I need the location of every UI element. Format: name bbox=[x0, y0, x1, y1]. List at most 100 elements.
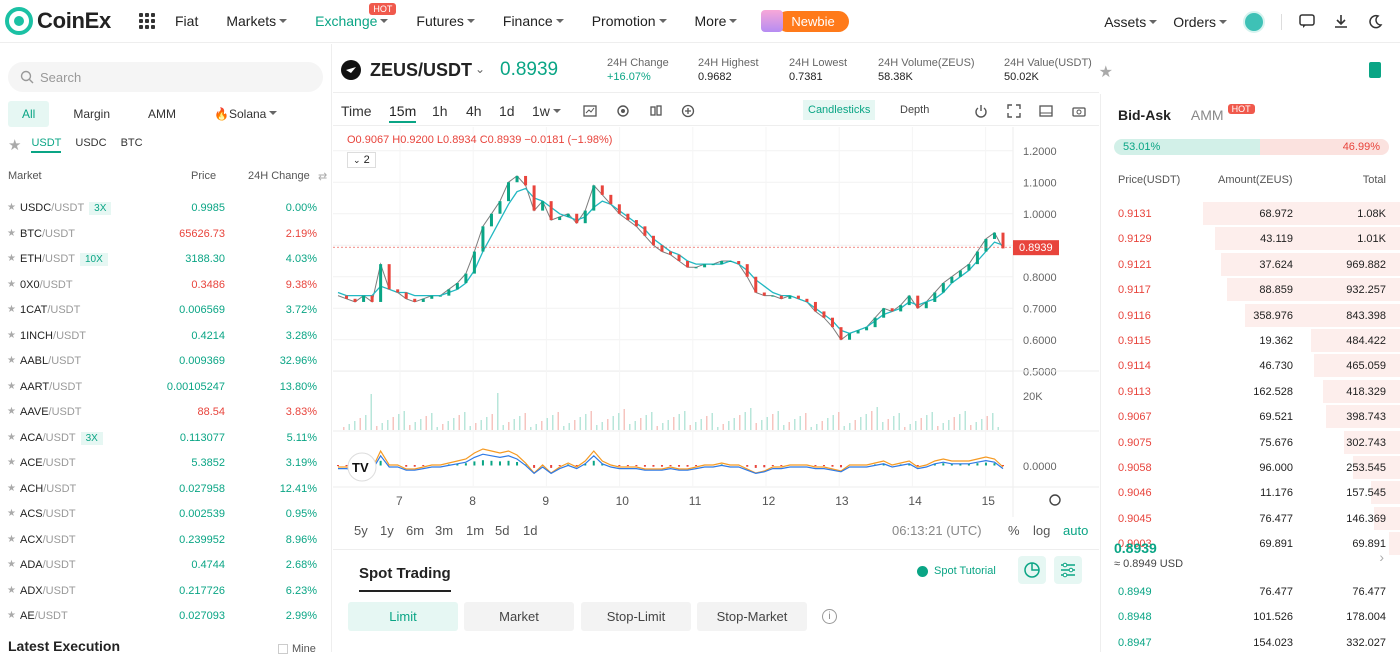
pair-dropdown-icon[interactable]: ⌄ bbox=[475, 62, 486, 76]
order-type-tab[interactable]: Limit bbox=[348, 602, 458, 631]
market-row[interactable]: ★ AABL/USDT 0.009369 32.96% bbox=[0, 348, 331, 374]
search-input[interactable]: Search bbox=[8, 62, 323, 92]
quote-tab[interactable]: USDT bbox=[31, 137, 62, 153]
timeframe-1h[interactable]: 1h bbox=[432, 103, 448, 119]
ask-row[interactable]: 0.9114 46.730 465.059 bbox=[1101, 353, 1400, 378]
chevron-right-icon[interactable]: › bbox=[1379, 549, 1384, 565]
star-icon[interactable]: ★ bbox=[7, 482, 16, 494]
ask-row[interactable]: 0.9129 43.119 1.01K bbox=[1101, 226, 1400, 251]
star-icon[interactable]: ★ bbox=[7, 355, 16, 366]
market-row[interactable]: ★ ETH/USDT 10X 3188.30 4.03% bbox=[0, 246, 331, 272]
ask-row[interactable]: 0.9131 68.972 1.08K bbox=[1101, 201, 1400, 226]
change-column-header[interactable]: 24H Change bbox=[248, 170, 310, 182]
depth-tab[interactable]: Depth bbox=[900, 104, 930, 116]
star-icon[interactable]: ★ bbox=[7, 457, 16, 468]
pair-symbol[interactable]: ZEUS/USDT bbox=[370, 60, 473, 80]
download-icon[interactable] bbox=[1332, 13, 1350, 31]
mine-checkbox[interactable]: Mine bbox=[278, 643, 316, 655]
order-type-tab[interactable]: Market bbox=[464, 602, 574, 631]
star-icon[interactable]: ★ bbox=[7, 431, 16, 443]
scale-option-%[interactable]: % bbox=[1008, 523, 1020, 538]
market-row[interactable]: ★ ACE/USDT 5.3852 3.19% bbox=[0, 450, 331, 476]
timeframe-1d[interactable]: 1d bbox=[499, 103, 515, 119]
market-row[interactable]: ★ ACA/USDT 3X 0.113077 5.11% bbox=[0, 425, 331, 451]
range-1y[interactable]: 1y bbox=[380, 523, 394, 538]
nav-item-more[interactable]: More bbox=[695, 13, 738, 29]
category-tab[interactable]: Margin bbox=[73, 107, 111, 121]
range-5y[interactable]: 5y bbox=[354, 523, 368, 538]
range-1d[interactable]: 1d bbox=[523, 523, 538, 538]
market-row[interactable]: ★ ACX/USDT 0.239952 8.96% bbox=[0, 527, 331, 553]
amm-tab[interactable]: AMM bbox=[1190, 107, 1224, 123]
ask-row[interactable]: 0.9058 96.000 253.545 bbox=[1101, 455, 1400, 480]
star-icon[interactable]: ★ bbox=[7, 584, 16, 596]
market-row[interactable]: ★ 1CAT/USDT 0.006569 3.72% bbox=[0, 297, 331, 323]
fullscreen-icon[interactable] bbox=[1007, 104, 1021, 118]
star-icon[interactable]: ★ bbox=[7, 329, 16, 341]
ask-row[interactable]: 0.9115 19.362 484.422 bbox=[1101, 328, 1400, 353]
market-column-header[interactable]: Market bbox=[8, 170, 42, 182]
timeframe-15m[interactable]: 15m bbox=[389, 103, 417, 123]
layout-icon[interactable] bbox=[1039, 104, 1053, 118]
preferences-icon[interactable] bbox=[1054, 556, 1082, 584]
timeframe-4h[interactable]: 4h bbox=[466, 103, 482, 119]
range-1m[interactable]: 1m bbox=[466, 523, 485, 538]
sort-toggle-icon[interactable]: ⇄ bbox=[318, 171, 328, 183]
apps-grid-icon[interactable] bbox=[139, 13, 155, 29]
star-icon[interactable]: ★ bbox=[7, 533, 16, 545]
bid-ask-tab[interactable]: Bid-Ask bbox=[1118, 107, 1171, 123]
bid-row[interactable]: 0.8949 76.477 76.477 bbox=[1101, 579, 1400, 604]
spot-tutorial-link[interactable]: Spot Tutorial bbox=[917, 565, 996, 577]
nav-item-exchange[interactable]: Exchange HOT bbox=[315, 3, 397, 29]
ask-row[interactable]: 0.9116 358.976 843.398 bbox=[1101, 303, 1400, 328]
ask-row[interactable]: 0.9045 76.477 146.369 bbox=[1101, 506, 1400, 531]
ask-row[interactable]: 0.9121 37.624 969.882 bbox=[1101, 252, 1400, 277]
market-row[interactable]: ★ ADX/USDT 0.217726 6.23% bbox=[0, 578, 331, 604]
nav-item-markets[interactable]: Markets bbox=[226, 13, 287, 29]
star-icon[interactable]: ★ bbox=[7, 406, 16, 417]
candle-type-icon[interactable] bbox=[649, 104, 663, 118]
moon-icon[interactable] bbox=[1366, 13, 1384, 31]
ask-row[interactable]: 0.9113 162.528 418.329 bbox=[1101, 379, 1400, 404]
favorites-star-icon[interactable]: ★ bbox=[8, 137, 22, 154]
ask-row[interactable]: 0.9075 75.676 302.743 bbox=[1101, 430, 1400, 455]
star-icon[interactable]: ★ bbox=[7, 380, 16, 392]
market-row[interactable]: ★ ACS/USDT 0.002539 0.95% bbox=[0, 501, 331, 527]
nav-item-finance[interactable]: Finance bbox=[503, 13, 564, 29]
newbie-button[interactable]: Newbie bbox=[777, 10, 849, 32]
settings-icon[interactable] bbox=[616, 104, 630, 118]
order-type-tab[interactable]: Stop-Market bbox=[697, 602, 807, 631]
star-icon[interactable]: ★ bbox=[7, 253, 16, 264]
pie-chart-icon[interactable] bbox=[1018, 556, 1046, 584]
category-tab[interactable]: 🔥Solana bbox=[200, 101, 291, 127]
star-icon[interactable]: ★ bbox=[7, 610, 16, 621]
quote-tab[interactable]: USDC bbox=[75, 137, 107, 149]
range-5d[interactable]: 5d bbox=[495, 523, 510, 538]
camera-icon[interactable] bbox=[1072, 104, 1086, 118]
star-icon[interactable]: ★ bbox=[7, 202, 16, 213]
nav-item-fiat[interactable]: Fiat bbox=[175, 13, 198, 29]
market-row[interactable]: ★ AAVE/USDT 88.54 3.83% bbox=[0, 399, 331, 425]
market-row[interactable]: ★ ADA/USDT 0.4744 2.68% bbox=[0, 552, 331, 578]
timeframe-time[interactable]: Time bbox=[341, 103, 372, 119]
range-3m[interactable]: 3m bbox=[435, 523, 454, 538]
drawing-icon[interactable] bbox=[583, 104, 597, 118]
ask-row[interactable]: 0.9067 69.521 398.743 bbox=[1101, 404, 1400, 429]
market-row[interactable]: ★ 1INCH/USDT 0.4214 3.28% bbox=[0, 323, 331, 349]
market-row[interactable]: ★ AART/USDT 0.00105247 13.80% bbox=[0, 374, 331, 400]
star-icon[interactable]: ★ bbox=[7, 559, 16, 570]
market-row[interactable]: ★ USDC/USDT 3X 0.9985 0.00% bbox=[0, 195, 331, 221]
scale-option-auto[interactable]: auto bbox=[1063, 523, 1089, 538]
checkbox-box[interactable] bbox=[278, 644, 288, 654]
message-icon[interactable] bbox=[1298, 13, 1316, 31]
spot-trading-tab[interactable]: Spot Trading bbox=[359, 565, 451, 592]
indicator-toggle[interactable]: ⌄ 2 bbox=[347, 152, 376, 168]
star-icon[interactable]: ★ bbox=[7, 304, 16, 315]
star-icon[interactable]: ★ bbox=[7, 508, 16, 519]
price-chart[interactable]: 1.20001.10001.00000.90000.80000.70000.60… bbox=[333, 127, 1099, 517]
quote-tab[interactable]: BTC bbox=[120, 137, 143, 149]
coinex-logo[interactable]: CoinEx bbox=[5, 7, 133, 35]
timeframe-1w[interactable]: 1w bbox=[532, 103, 561, 119]
info-icon[interactable]: i bbox=[822, 609, 837, 624]
price-column-header[interactable]: Price bbox=[191, 170, 217, 182]
